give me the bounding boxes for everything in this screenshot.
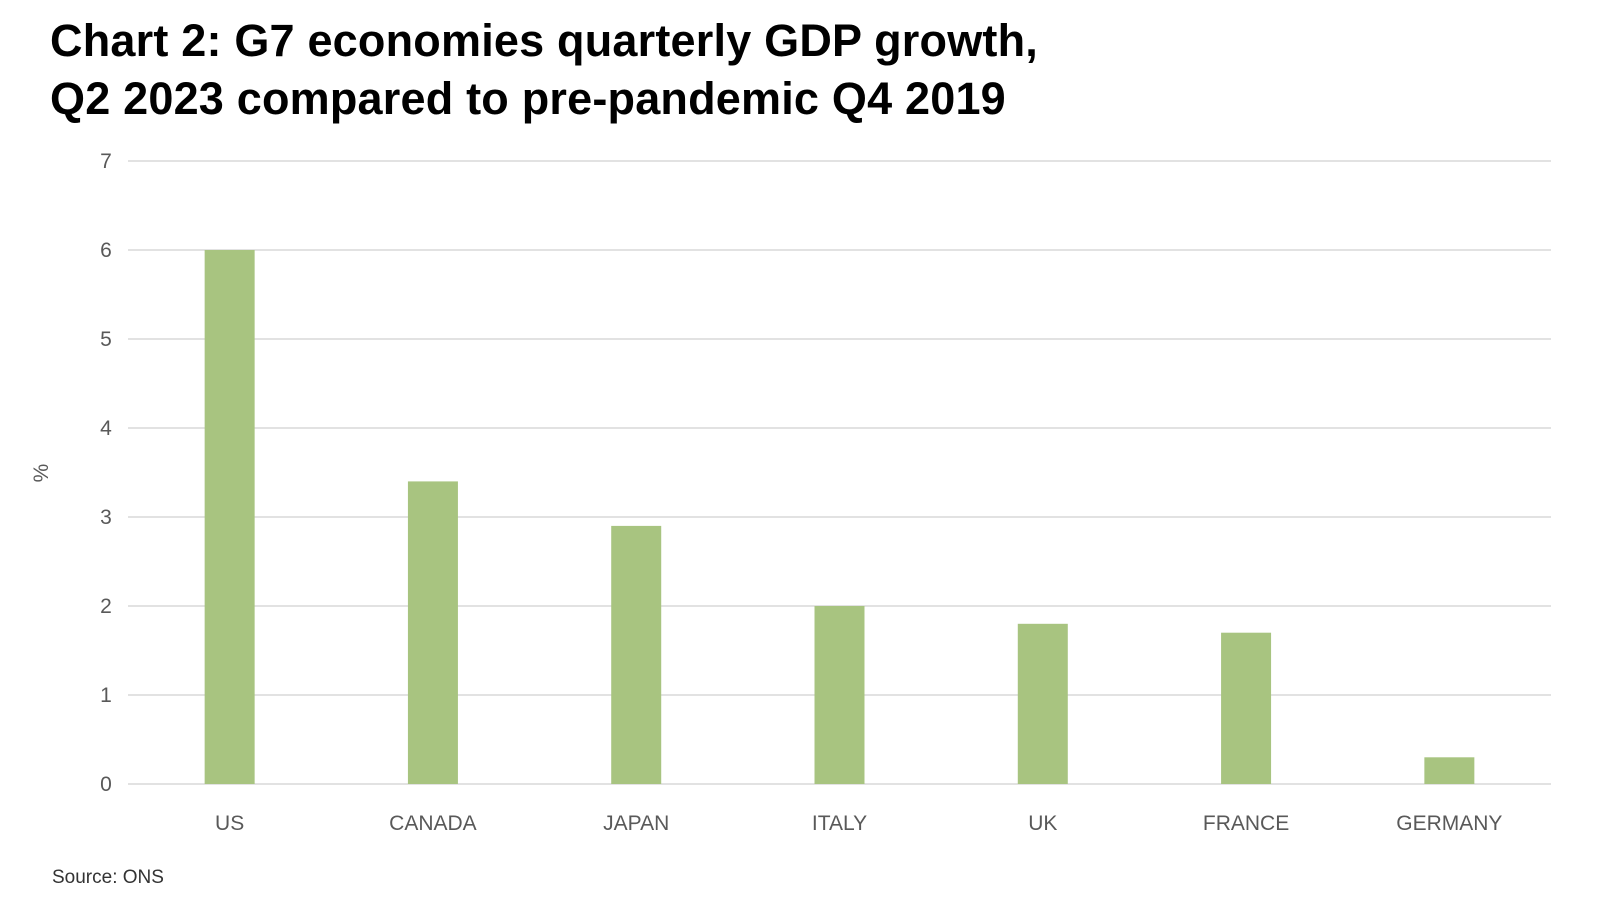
chart-title-line-2: Q2 2023 compared to pre-pandemic Q4 2019: [50, 73, 1006, 124]
bar-canada: [407, 481, 458, 784]
bar-france: [1221, 632, 1272, 784]
bar-uk: [1017, 623, 1068, 784]
bar-germany: [1424, 757, 1475, 784]
y-tick-label: 0: [100, 773, 112, 796]
bar-italy: [814, 606, 865, 784]
y-tick-label: 4: [100, 417, 112, 440]
x-tick-label-uk: UK: [1028, 812, 1057, 835]
x-tick-label-italy: ITALY: [812, 812, 867, 835]
chart-title-line-1: Chart 2: G7 economies quarterly GDP grow…: [50, 15, 1038, 66]
y-axis-label: %: [30, 464, 53, 483]
y-tick-label: 1: [100, 684, 112, 707]
y-axis-ticks: 0 1 2 3 4 5 6 7: [100, 150, 112, 796]
x-tick-label-japan: JAPAN: [603, 812, 669, 835]
bar-us: [204, 250, 255, 784]
x-axis-ticks: US CANADA JAPAN ITALY UK FRANCE GERMANY: [215, 812, 1502, 835]
y-tick-label: 5: [100, 328, 112, 351]
x-tick-label-canada: CANADA: [389, 812, 477, 835]
chart-title: Chart 2: G7 economies quarterly GDP grow…: [50, 12, 1038, 128]
x-tick-label-germany: GERMANY: [1396, 812, 1502, 835]
y-tick-label: 2: [100, 595, 112, 618]
x-tick-label-france: FRANCE: [1203, 812, 1289, 835]
bar-japan: [611, 525, 662, 784]
x-tick-label-us: US: [215, 812, 244, 835]
y-tick-label: 6: [100, 239, 112, 262]
source-note: Source: ONS: [52, 867, 164, 888]
y-tick-label: 7: [100, 150, 112, 173]
bars: [204, 250, 1475, 784]
y-tick-label: 3: [100, 506, 112, 529]
